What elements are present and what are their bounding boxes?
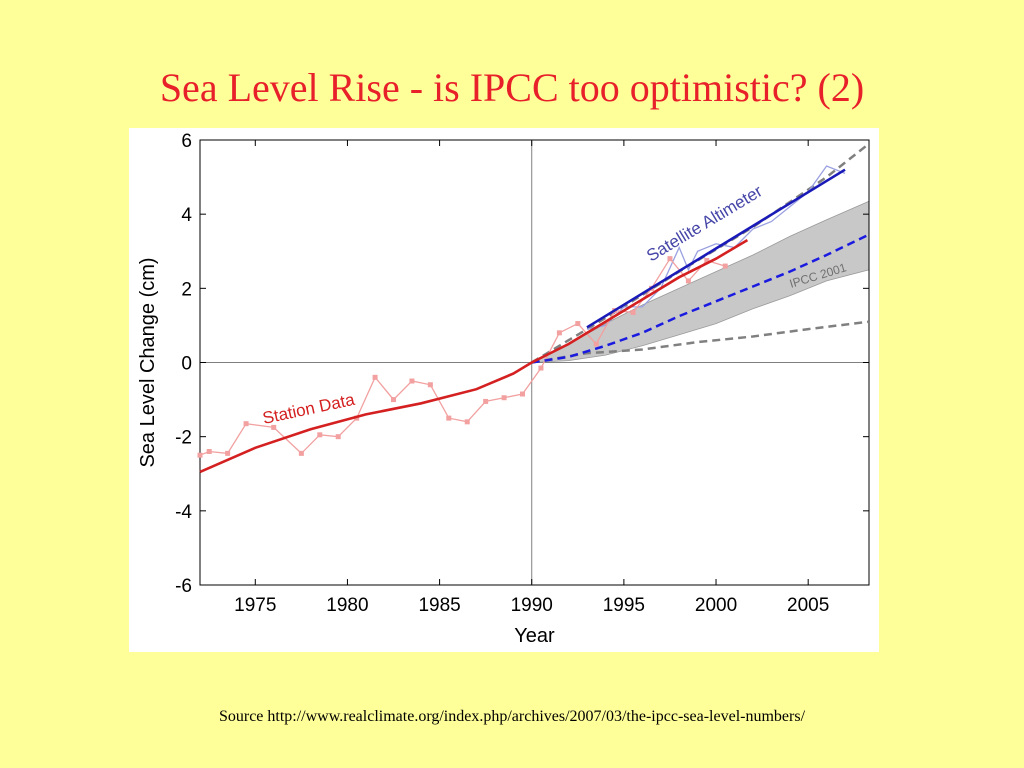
y-tick-label: -4	[175, 502, 192, 523]
x-tick-label: 1990	[511, 595, 553, 616]
ipcc-max-scenario-line	[531, 142, 870, 364]
station-annual-point	[685, 278, 691, 284]
station-smoothed-line	[199, 238, 749, 474]
station-annual-point	[271, 424, 277, 430]
station-annual-point	[722, 263, 728, 269]
y-tick-label: 2	[181, 279, 192, 300]
station-annual-point	[593, 341, 599, 347]
station-annual-point	[483, 398, 489, 404]
y-tick-label: -6	[175, 576, 192, 597]
x-tick-label: 1985	[418, 595, 460, 616]
station-annual-point	[556, 330, 562, 336]
station-annual-point	[409, 378, 415, 384]
slide-title: Sea Level Rise - is IPCC too optimistic?…	[159, 65, 865, 110]
ipcc-central-line	[531, 233, 870, 364]
station-data-annotation: Station Data	[261, 390, 357, 428]
x-tick-label: 1980	[326, 595, 368, 616]
station-annual-point	[501, 395, 507, 401]
station-annual-point	[575, 321, 581, 327]
station-annual-point	[317, 432, 323, 438]
chart-figure: 1975 1980 1985 1990 1995 2000 2005 -6 -4 -2 0 2 4 6 Ye…	[129, 128, 879, 652]
x-tick-label: 1975	[234, 595, 276, 616]
station-annual-point	[372, 374, 378, 380]
station-annual-point	[427, 382, 433, 388]
y-tick-label: 0	[181, 354, 192, 375]
satellite-altimeter-annotation: Satellite Altimeter	[643, 181, 766, 265]
station-annual-point	[446, 415, 452, 421]
station-annual-line	[199, 257, 726, 456]
y-tick-label: -2	[175, 428, 192, 449]
station-annual-point	[630, 309, 636, 315]
sea-level-chart: 1975 1980 1985 1990 1995 2000 2005 -6 -4 -2 0 2 4 6 Ye…	[137, 131, 870, 647]
station-annual-point	[704, 258, 710, 264]
ipcc-min-scenario-line	[531, 320, 870, 364]
station-annual-point	[298, 450, 304, 456]
satellite-raw-line	[586, 165, 846, 330]
y-tick-label: 4	[181, 205, 192, 226]
x-tick-label: 1995	[603, 595, 645, 616]
station-annual-point	[464, 419, 470, 425]
station-annual-point	[335, 434, 341, 440]
x-tick-label: 2005	[787, 595, 829, 616]
station-annual-point	[197, 452, 203, 458]
station-annual-point	[667, 256, 673, 262]
y-tick-label: 6	[181, 131, 192, 152]
source-citation: Source http://www.realclimate.org/index.…	[218, 708, 806, 725]
station-annual-point	[225, 450, 231, 456]
station-annual-point	[520, 391, 526, 397]
x-axis-label: Year	[514, 625, 555, 647]
y-axis-label: Sea Level Change (cm)	[137, 257, 159, 467]
station-annual-point	[206, 449, 212, 454]
satellite-trend-line	[586, 168, 846, 329]
station-annual-point	[538, 365, 544, 371]
station-annual-point	[243, 421, 249, 427]
x-tick-label: 2000	[695, 595, 737, 616]
station-annual-point	[391, 397, 397, 403]
